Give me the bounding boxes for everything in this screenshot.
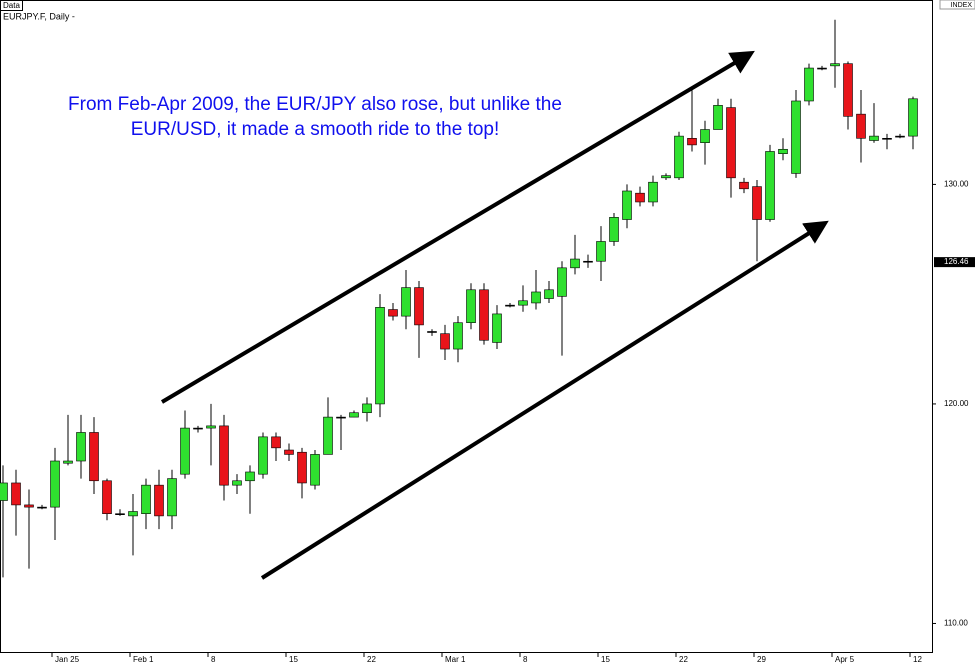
axis-label: INDEX bbox=[951, 2, 973, 9]
candle-body bbox=[856, 113, 866, 139]
candle-body bbox=[531, 291, 541, 304]
x-tick-label: 15 bbox=[601, 655, 610, 664]
candle-body bbox=[661, 175, 671, 179]
candle-body bbox=[401, 287, 411, 317]
axis-tag bbox=[939, 0, 975, 10]
candle-body bbox=[570, 258, 580, 269]
x-tick-label: Mar 1 bbox=[445, 655, 466, 664]
trend-arrow bbox=[160, 50, 755, 404]
chart-title: EURJPY.F, Daily - bbox=[3, 11, 75, 21]
candle-body bbox=[778, 148, 788, 154]
y-tick-label: 110.00 bbox=[944, 619, 968, 628]
x-tick-label: 8 bbox=[211, 655, 216, 664]
annotation: From Feb-Apr 2009, the EUR/JPY also rose… bbox=[68, 94, 562, 115]
last-price-box bbox=[934, 257, 975, 268]
candle-body bbox=[648, 181, 658, 203]
candle-body bbox=[167, 478, 177, 517]
candle-body bbox=[596, 241, 606, 262]
candle-body bbox=[24, 504, 34, 508]
candle-body bbox=[206, 425, 216, 429]
x-tick-label: 8 bbox=[523, 655, 528, 664]
trend-arrow bbox=[260, 220, 829, 580]
x-tick-label: 15 bbox=[289, 655, 298, 664]
plot-frame bbox=[0, 0, 933, 653]
y-tick-label: 130.00 bbox=[944, 180, 969, 189]
candle-body bbox=[700, 129, 710, 143]
candle-body bbox=[518, 300, 528, 306]
candle-body bbox=[310, 454, 320, 486]
candle-body bbox=[752, 186, 762, 220]
candle-body bbox=[895, 135, 905, 138]
candle-body bbox=[76, 432, 86, 462]
candle-body bbox=[726, 107, 736, 179]
candle-body bbox=[557, 267, 567, 297]
candle-body bbox=[180, 427, 190, 475]
candle-body bbox=[583, 260, 593, 263]
candle-body bbox=[544, 289, 554, 299]
x-tick-label: Feb 1 bbox=[133, 655, 154, 664]
candle-body bbox=[336, 416, 346, 419]
candle-body bbox=[284, 449, 294, 455]
candle-body bbox=[271, 436, 281, 449]
candle-body bbox=[843, 63, 853, 117]
candle-body bbox=[102, 480, 112, 514]
candle-body bbox=[882, 138, 892, 140]
candle-body bbox=[0, 482, 8, 501]
candle-body bbox=[323, 416, 333, 455]
panel-label: Data bbox=[3, 1, 20, 10]
candle-body bbox=[414, 287, 424, 326]
x-tick-label: Jan 25 bbox=[55, 655, 80, 664]
candle-body bbox=[804, 67, 814, 102]
candle-body bbox=[193, 427, 203, 430]
candle-body bbox=[674, 135, 684, 179]
candle-body bbox=[713, 105, 723, 130]
candle-body bbox=[11, 482, 21, 506]
candle-body bbox=[765, 151, 775, 220]
x-tick-label: Apr 5 bbox=[835, 655, 855, 664]
candle-body bbox=[362, 403, 372, 414]
candle-body bbox=[297, 451, 307, 484]
candle-body bbox=[908, 98, 918, 137]
candle-body bbox=[739, 181, 749, 190]
candle-body bbox=[635, 192, 645, 203]
candle-body bbox=[128, 511, 138, 517]
x-tick-label: 12 bbox=[913, 655, 922, 664]
x-tick-label: 22 bbox=[679, 655, 688, 664]
candle-body bbox=[50, 460, 60, 508]
candle-body bbox=[115, 513, 125, 515]
candle-body bbox=[141, 484, 151, 514]
candle-body bbox=[817, 67, 827, 70]
candle-body bbox=[505, 304, 515, 307]
candle-body bbox=[687, 138, 697, 146]
candle-body bbox=[466, 289, 476, 324]
y-tick-label: 120.00 bbox=[944, 399, 969, 408]
candle-body bbox=[453, 322, 463, 350]
candle-body bbox=[791, 100, 801, 174]
candle-body bbox=[427, 331, 437, 333]
last-price-label: 126.46 bbox=[944, 257, 969, 266]
candle-body bbox=[349, 412, 359, 418]
x-tick-label: 22 bbox=[367, 655, 376, 664]
candle-body bbox=[830, 63, 840, 67]
candle-body bbox=[245, 471, 255, 482]
candle-body bbox=[375, 307, 385, 405]
x-tick-label: 29 bbox=[757, 655, 766, 664]
candle-body bbox=[492, 313, 502, 343]
candle-body bbox=[219, 425, 229, 486]
candle-body bbox=[37, 506, 47, 509]
candle-body bbox=[63, 460, 73, 464]
candle-body bbox=[869, 135, 879, 141]
annotation: EUR/USD, it made a smooth ride to the to… bbox=[131, 119, 500, 140]
candle-body bbox=[479, 289, 489, 341]
panel-tag bbox=[0, 0, 23, 11]
candle-body bbox=[154, 484, 164, 517]
candle-body bbox=[440, 333, 450, 350]
candle-body bbox=[609, 217, 619, 242]
candle-body bbox=[89, 432, 99, 482]
candle-body bbox=[388, 309, 398, 317]
candle-body bbox=[258, 436, 268, 475]
candle-body bbox=[622, 190, 632, 220]
candle-body bbox=[232, 480, 242, 486]
